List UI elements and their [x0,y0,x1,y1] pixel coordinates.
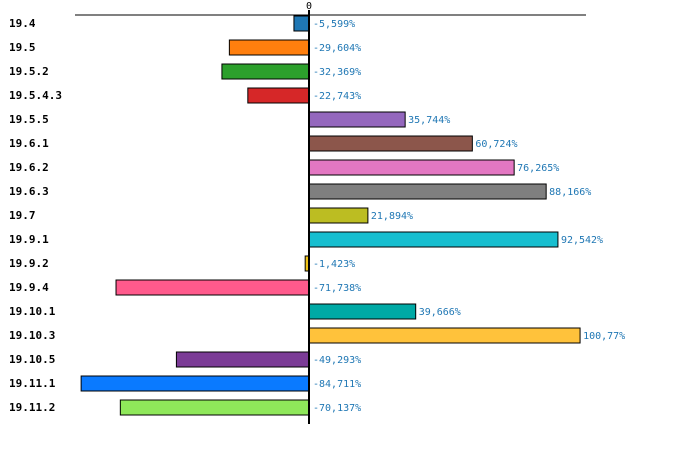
value-label: -32,369% [313,67,361,78]
category-label: 19.11.1 [9,377,56,390]
bar [221,63,310,80]
category-label: 19.9.1 [9,233,49,246]
value-label: 100,77% [583,331,625,342]
category-label: 19.10.3 [9,329,55,342]
bar [80,375,310,392]
category-label: 19.10.5 [9,353,55,366]
bar [308,159,515,176]
category-label: 19.4 [9,17,36,30]
value-label: -5,599% [313,19,355,30]
category-label: 19.10.1 [9,305,56,318]
bar [308,183,547,200]
value-label: 60,724% [475,139,517,150]
bar [293,15,310,32]
value-label: -22,743% [313,91,361,102]
value-label: 35,744% [408,115,450,126]
value-label: -1,423% [313,259,355,270]
bar [119,399,310,416]
value-label: -29,604% [313,43,361,54]
bar [308,327,581,344]
category-label: 19.5.2 [9,65,49,78]
bar [308,207,369,224]
value-label: 21,894% [371,211,413,222]
value-label: 39,666% [419,307,461,318]
value-label: -49,293% [313,355,361,366]
category-label: 19.11.2 [9,401,55,414]
category-label: 19.5 [9,41,36,54]
bar [228,39,310,56]
bar [308,303,417,320]
zero-tick-label: 0 [306,1,312,12]
value-label: -84,711% [313,379,361,390]
value-label: -71,738% [313,283,361,294]
category-label: 19.9.4 [9,281,49,294]
value-label: 92,542% [561,235,603,246]
bar [308,231,559,248]
bar [115,279,310,296]
category-label: 19.7 [9,209,36,222]
bar [175,351,310,368]
category-label: 19.6.1 [9,137,49,150]
category-label: 19.9.2 [9,257,49,270]
category-label: 19.6.2 [9,161,49,174]
category-label: 19.5.4.3 [9,89,62,102]
value-label: 88,166% [549,187,591,198]
bar [247,87,310,104]
value-label: -70,137% [313,403,361,414]
value-label: 76,265% [517,163,559,174]
category-label: 19.5.5 [9,113,49,126]
bar [308,135,473,152]
category-label: 19.6.3 [9,185,49,198]
bar [308,111,406,128]
